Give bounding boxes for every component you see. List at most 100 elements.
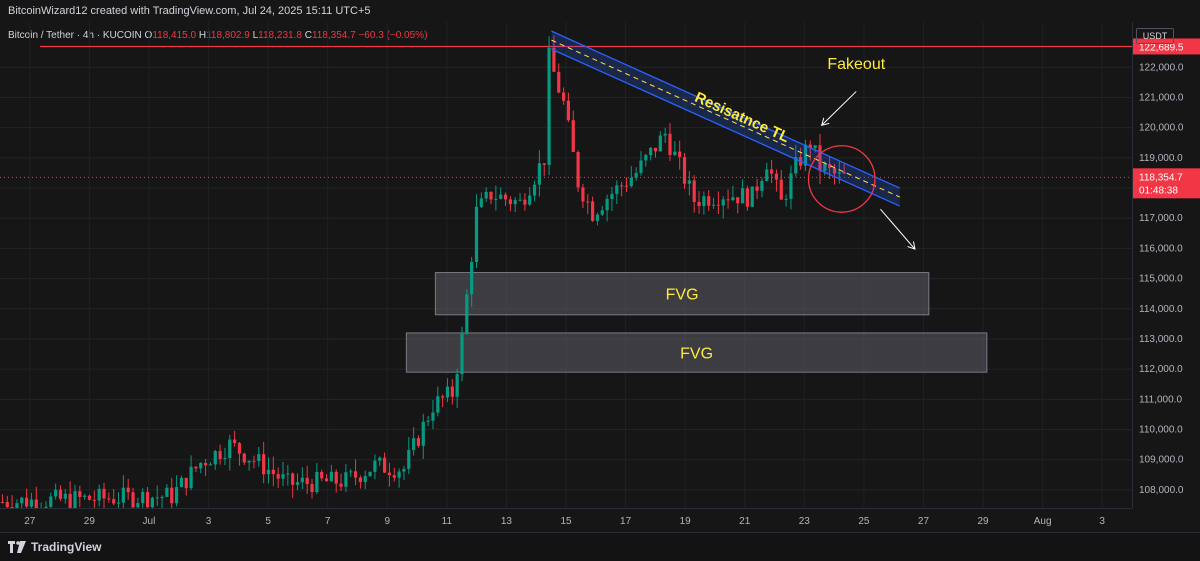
- tradingview-logo-icon: [8, 541, 26, 553]
- candle-body: [233, 439, 237, 444]
- candle-body: [494, 198, 498, 200]
- price-scale-svg: 122,000.0 121,000.0 120,000.0 119,000.0 118,…: [1133, 38, 1200, 496]
- high-value: 118,802.9: [206, 30, 250, 41]
- close-label: C: [304, 30, 312, 41]
- candle-body: [179, 477, 184, 488]
- open-label: O: [144, 30, 153, 41]
- candle-body: [595, 214, 600, 221]
- candle-body: [150, 497, 154, 508]
- candle-body: [629, 177, 633, 187]
- price-tick-label: 120,000.0: [1139, 123, 1184, 134]
- price-tick-label: 117,000.0: [1139, 213, 1183, 224]
- close-value: 118,354.7: [311, 30, 356, 41]
- price-tick-label: 122,000.0: [1139, 62, 1184, 73]
- high-price-badge: [1133, 38, 1200, 55]
- candle-body: [499, 194, 503, 199]
- candle-body: [842, 172, 846, 174]
- candle-body: [92, 499, 96, 501]
- channel-lower-line: [551, 48, 901, 207]
- candle-body: [600, 210, 604, 215]
- candle-body: [353, 471, 358, 478]
- price-tick-label: 112,000.0: [1139, 364, 1183, 375]
- candle-body: [155, 497, 159, 499]
- candle-body: [813, 145, 817, 149]
- candle-body: [73, 491, 77, 508]
- annotation-arrow: [880, 208, 914, 248]
- candle-body: [0, 501, 5, 503]
- candle-body: [697, 201, 701, 207]
- candle-body: [29, 499, 34, 507]
- candle-body: [470, 262, 474, 295]
- candle-body: [373, 460, 377, 472]
- candle-body: [141, 491, 145, 504]
- candle-body: [431, 412, 435, 421]
- candle-body: [203, 462, 208, 466]
- candle-body: [711, 204, 716, 206]
- candle-body: [615, 185, 619, 194]
- candle-body: [291, 473, 295, 485]
- low-label: L: [252, 30, 259, 41]
- tradingview-logo[interactable]: TradingView: [8, 540, 101, 554]
- fakeout-circle: [807, 145, 876, 213]
- candle-body: [726, 199, 730, 201]
- candle-body: [315, 471, 319, 493]
- candle-body: [281, 474, 285, 479]
- candle-body: [537, 163, 541, 185]
- time-tick-label: 25: [858, 516, 870, 527]
- candle-body: [208, 464, 213, 466]
- candle-body: [107, 498, 111, 500]
- time-tick-label: Jul: [143, 516, 156, 527]
- candle-body: [412, 438, 416, 451]
- candle-body: [44, 506, 48, 508]
- high-label: H: [198, 30, 207, 41]
- brand-text: TradingView: [31, 540, 102, 554]
- candle-body: [832, 167, 837, 174]
- candle-body: [170, 487, 174, 504]
- candle-body: [653, 147, 658, 152]
- channel-mid-line: [551, 39, 901, 198]
- time-tick-label: 27: [24, 516, 36, 527]
- time-tick-label: 29: [977, 516, 989, 527]
- candle-body: [257, 454, 261, 461]
- candle-body: [329, 471, 333, 482]
- candle-body: [252, 460, 256, 462]
- candle-body: [561, 92, 566, 101]
- candle-body: [310, 484, 314, 493]
- candle-body: [10, 507, 14, 508]
- candle-body: [194, 466, 198, 469]
- candle-body: [228, 439, 232, 459]
- candle-body: [779, 179, 783, 200]
- candle-body: [581, 187, 585, 202]
- candle-body: [528, 195, 532, 205]
- price-tick-label: 111,000.0: [1139, 394, 1182, 405]
- candle-body: [324, 478, 329, 482]
- currency-badge[interactable]: USDT: [1136, 28, 1174, 44]
- time-scale[interactable]: 27 29 Jul 3 5 7 9 11 13 15 17 19 21 23 25 27 29 Aug 3: [0, 508, 1132, 533]
- candle-body: [397, 471, 401, 478]
- candle-body: [116, 502, 121, 504]
- candle-body: [644, 155, 648, 161]
- candle-body: [136, 503, 140, 508]
- candle-body: [745, 188, 750, 207]
- time-tick-label: 23: [799, 516, 811, 527]
- candle-body: [692, 180, 696, 202]
- candle-body: [450, 386, 454, 397]
- candle-body: [803, 144, 808, 166]
- candle-body: [474, 206, 479, 263]
- time-tick-label: 15: [560, 516, 572, 527]
- candle-body: [823, 164, 827, 171]
- countdown-label: 01:48:38: [1139, 185, 1178, 196]
- open-value: 118,415.0: [152, 30, 197, 41]
- candle-body: [426, 420, 430, 422]
- candle-body: [484, 191, 488, 199]
- candle-body: [262, 454, 266, 475]
- high-price-label: 122,689.5: [1139, 42, 1184, 53]
- candle-body: [532, 184, 537, 196]
- candle-body: [102, 488, 106, 499]
- candle-body: [402, 468, 406, 472]
- candle-body: [121, 487, 125, 503]
- candle-body: [392, 475, 396, 478]
- price-scale[interactable]: 122,000.0 121,000.0 120,000.0 119,000.0 118,…: [1132, 22, 1200, 508]
- chart-area[interactable]: Bitcoin / Tether · 4h · KUCOIN O118,415.…: [0, 22, 1132, 508]
